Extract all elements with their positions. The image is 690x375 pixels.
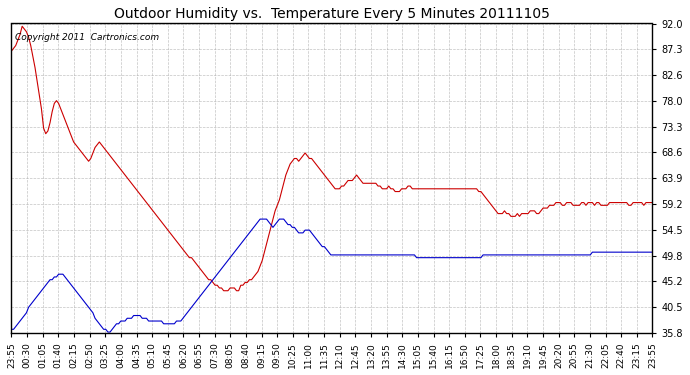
Title: Outdoor Humidity vs.  Temperature Every 5 Minutes 20111105: Outdoor Humidity vs. Temperature Every 5… [114, 7, 550, 21]
Text: Copyright 2011  Cartronics.com: Copyright 2011 Cartronics.com [14, 33, 159, 42]
